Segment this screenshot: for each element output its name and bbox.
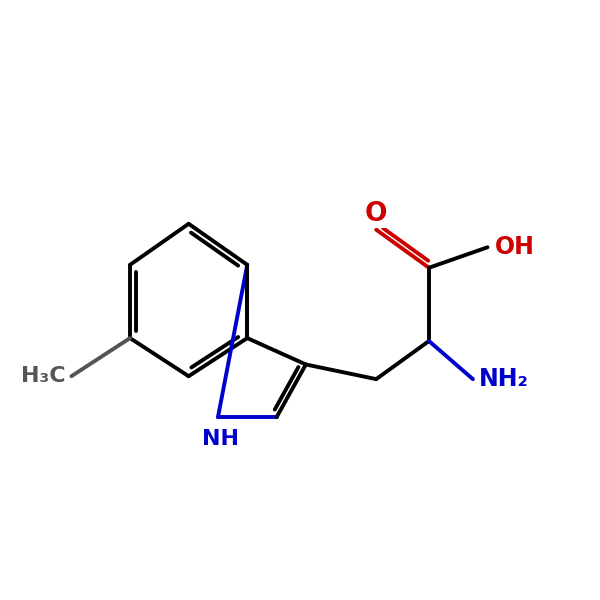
Text: H₃C: H₃C <box>21 366 65 386</box>
Text: OH: OH <box>494 235 535 259</box>
Text: NH: NH <box>202 429 239 449</box>
Text: O: O <box>365 201 388 227</box>
Text: NH₂: NH₂ <box>479 367 529 391</box>
